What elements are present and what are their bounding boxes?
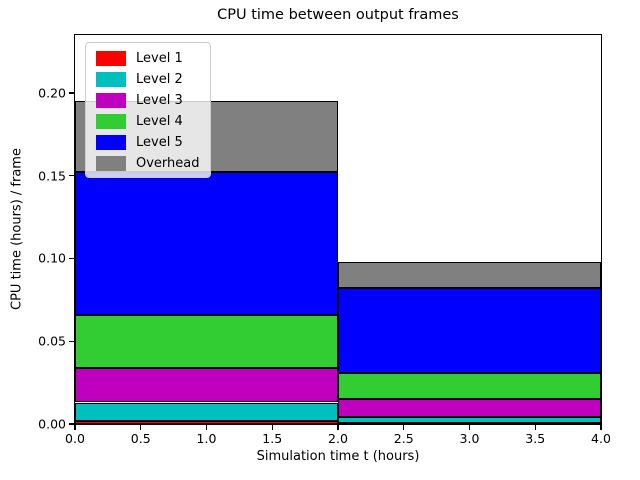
x-tick-label: 1.5 — [262, 431, 283, 446]
bar-segment-level-5 — [338, 288, 601, 373]
bar-segment-level-5 — [75, 172, 338, 315]
bar-segment-level-3 — [338, 399, 601, 418]
x-tick-label: 3.0 — [459, 431, 480, 446]
x-tick-mark — [337, 425, 339, 430]
x-tick-label: 0.5 — [130, 431, 151, 446]
x-tick-label: 0.0 — [65, 431, 85, 446]
x-tick-mark — [205, 425, 208, 430]
legend-item-level-5: Level 5 — [96, 135, 200, 150]
bar-segment-level-2 — [75, 402, 338, 421]
legend-label: Level 5 — [136, 135, 183, 150]
y-tick-mark — [69, 175, 74, 177]
x-tick-label: 3.5 — [525, 431, 546, 446]
legend-swatch-overhead — [96, 156, 126, 171]
x-tick-mark — [74, 425, 76, 430]
y-tick-label: 0.15 — [38, 168, 66, 184]
bar-segment-level-1 — [338, 422, 601, 424]
x-tick-label: 1.0 — [196, 431, 217, 446]
bar-segment-level-4 — [75, 314, 338, 368]
x-tick-mark — [140, 425, 142, 430]
plot-area: Level 1 Level 2 Level 3 Level 4 Level 5 Overh… — [38, 34, 611, 446]
legend-swatch-level-5 — [96, 135, 126, 150]
legend-label: Overhead — [136, 156, 200, 171]
legend-label: Level 2 — [136, 72, 183, 87]
legend: Level 1 Level 2 Level 3 Level 4 Level 5 Overh… — [85, 42, 211, 178]
legend-item-level-1: Level 1 — [96, 51, 200, 66]
bar-segment-overhead — [338, 261, 601, 289]
x-tick-mark — [403, 425, 405, 430]
x-tick-mark — [271, 425, 273, 430]
x-tick-label: 4.0 — [591, 431, 611, 446]
x-tick-label: 2.0 — [328, 431, 348, 446]
legend-swatch-level-3 — [96, 93, 126, 108]
y-tick-label: 0.20 — [38, 85, 66, 101]
x-tick-mark — [468, 425, 471, 430]
legend-item-level-3: Level 3 — [96, 93, 200, 108]
x-tick-mark — [534, 425, 536, 430]
chart-title: CPU time between output frames — [217, 7, 459, 23]
x-tick-mark — [600, 425, 602, 430]
legend-label: Level 3 — [136, 93, 183, 108]
y-tick-label: 0.10 — [38, 250, 66, 266]
legend-swatch-level-4 — [96, 114, 126, 129]
y-tick-mark — [69, 257, 74, 260]
y-tick-mark — [69, 92, 74, 94]
y-tick-label: 0.00 — [38, 416, 66, 432]
legend-swatch-level-1 — [96, 51, 126, 66]
bar-segment-level-3 — [75, 367, 338, 403]
y-axis-label: CPU time (hours) / frame — [9, 148, 25, 310]
legend-label: Level 1 — [136, 51, 183, 66]
y-tick-mark — [69, 340, 74, 342]
bar-segment-level-4 — [338, 372, 601, 400]
bar-segment-level-1 — [75, 420, 338, 424]
y-tick-mark — [69, 423, 74, 425]
x-tick-label: 2.5 — [393, 431, 414, 446]
legend-swatch-level-2 — [96, 72, 126, 87]
x-axis-label: Simulation time t (hours) — [256, 449, 420, 464]
legend-item-level-4: Level 4 — [96, 114, 200, 129]
legend-item-level-2: Level 2 — [96, 72, 200, 87]
legend-label: Level 4 — [136, 114, 183, 129]
y-tick-label: 0.05 — [38, 333, 66, 349]
legend-item-overhead: Overhead — [96, 156, 200, 171]
